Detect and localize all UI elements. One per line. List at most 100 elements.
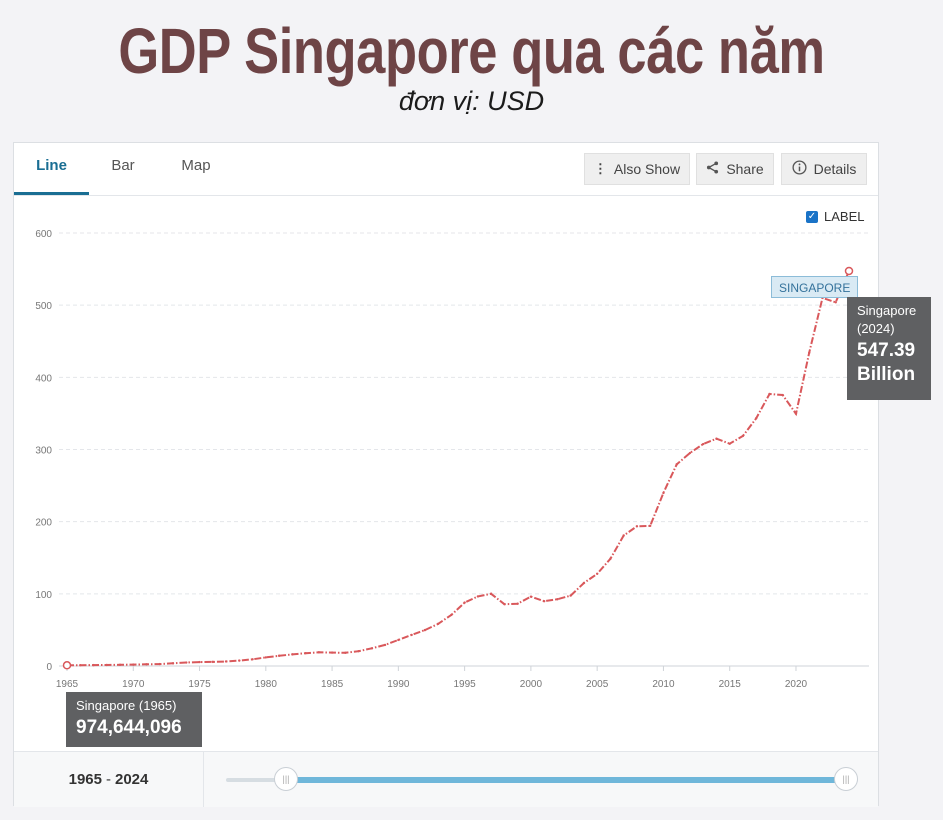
x-tick-label: 2010 xyxy=(652,679,675,690)
share-button[interactable]: Share xyxy=(696,153,774,185)
range-from: 1965 xyxy=(68,771,102,788)
x-tick-label: 1985 xyxy=(321,679,344,690)
label-toggle-text: LABEL xyxy=(824,209,865,224)
slider-handle-start[interactable]: ||| xyxy=(274,767,298,791)
data-point xyxy=(397,638,400,642)
data-point xyxy=(529,595,533,598)
data-point xyxy=(370,647,374,650)
also-show-button[interactable]: ⋮ Also Show xyxy=(584,153,690,185)
data-point xyxy=(688,451,692,455)
data-point xyxy=(264,656,268,659)
range-separator: - xyxy=(106,771,111,788)
tooltip-end-year: (2024) xyxy=(857,321,895,336)
series-label-singapore: SINGAPORE xyxy=(771,276,859,298)
data-point xyxy=(489,592,493,595)
y-tick-label: 0 xyxy=(46,662,52,673)
data-point xyxy=(794,412,798,415)
data-point xyxy=(330,651,334,654)
data-point xyxy=(277,654,281,657)
more-vertical-icon: ⋮ xyxy=(593,161,607,176)
tooltip-end-point: Singapore (2024) 547.39 Billion xyxy=(847,297,931,400)
data-point xyxy=(741,434,745,438)
data-point xyxy=(702,442,705,446)
data-point xyxy=(92,663,95,667)
data-point xyxy=(118,663,122,667)
unit-subtitle: đơn vị: USD xyxy=(398,86,545,116)
data-point xyxy=(516,602,519,605)
start-point-marker xyxy=(62,661,72,670)
data-point xyxy=(238,659,241,662)
data-point xyxy=(383,643,387,647)
x-tick-label: 2005 xyxy=(586,679,609,690)
data-point xyxy=(781,393,784,397)
data-point xyxy=(317,651,321,654)
x-tick-label: 1980 xyxy=(255,679,278,690)
data-point xyxy=(476,595,480,598)
share-icon xyxy=(706,161,719,177)
data-point xyxy=(79,664,82,667)
data-point xyxy=(436,622,440,626)
y-tick-label: 400 xyxy=(35,373,52,384)
data-point xyxy=(198,660,201,664)
data-point xyxy=(755,417,758,420)
view-tabs: Line Bar Map ⋮ Also Show Share Details xyxy=(14,143,878,196)
data-point xyxy=(609,557,612,560)
x-tick-label: 2000 xyxy=(520,679,543,690)
data-point xyxy=(291,653,294,656)
data-point xyxy=(171,662,175,665)
data-point xyxy=(132,663,135,666)
data-point xyxy=(410,633,413,637)
share-label: Share xyxy=(726,161,764,177)
tab-line[interactable]: Line xyxy=(14,143,89,195)
details-button[interactable]: Details xyxy=(781,153,867,185)
x-tick-label: 1965 xyxy=(56,679,79,690)
x-tick-label: 1990 xyxy=(387,679,410,690)
details-label: Details xyxy=(813,161,857,177)
data-point xyxy=(569,594,572,597)
data-point xyxy=(224,660,228,663)
page-headline: GDP Singapore qua các năm xyxy=(118,15,825,87)
data-point xyxy=(728,442,731,445)
data-point xyxy=(450,613,453,617)
data-point xyxy=(556,598,559,601)
x-tick-label: 1975 xyxy=(188,679,211,690)
data-point xyxy=(635,525,639,528)
data-point xyxy=(675,463,678,466)
data-point xyxy=(357,650,360,653)
data-point xyxy=(304,651,307,655)
y-tick-label: 200 xyxy=(35,518,52,529)
data-point xyxy=(662,491,665,495)
slider-selected-range[interactable] xyxy=(287,777,847,783)
range-slider-bar: 1965 - 2024 ||| ||| xyxy=(14,751,878,807)
data-point xyxy=(185,661,188,664)
data-point xyxy=(251,658,254,661)
data-point xyxy=(582,581,586,585)
checkbox-checked-icon[interactable]: ✓ xyxy=(806,210,818,223)
data-point xyxy=(211,660,214,664)
year-range-label: 1965 - 2024 xyxy=(14,752,204,807)
data-point xyxy=(595,572,599,575)
data-point xyxy=(622,534,625,537)
data-point xyxy=(648,524,652,528)
slider-handle-end[interactable]: ||| xyxy=(834,767,858,791)
also-show-label: Also Show xyxy=(613,161,681,177)
y-tick-label: 300 xyxy=(35,446,52,457)
y-tick-label: 600 xyxy=(35,229,52,240)
label-toggle[interactable]: ✓ LABEL xyxy=(806,209,864,224)
tooltip-start-value: 974,644,096 xyxy=(76,717,182,738)
data-point xyxy=(768,392,771,396)
data-point xyxy=(715,437,718,440)
tooltip-end-name: Singapore xyxy=(857,303,917,318)
tooltip-start-point: Singapore (1965) 974,644,096 xyxy=(66,692,202,747)
info-icon xyxy=(792,160,807,178)
tooltip-end-value: 547.39 xyxy=(857,340,916,361)
end-point-marker xyxy=(844,266,854,276)
x-tick-label: 2015 xyxy=(719,679,742,690)
tab-bar[interactable]: Bar xyxy=(111,157,135,174)
tab-map[interactable]: Map xyxy=(181,157,211,174)
x-tick-label: 2020 xyxy=(785,679,808,690)
range-to: 2024 xyxy=(115,771,149,788)
y-tick-label: 500 xyxy=(35,301,52,312)
data-point xyxy=(808,351,811,354)
tooltip-end-unit: Billion xyxy=(857,364,916,385)
